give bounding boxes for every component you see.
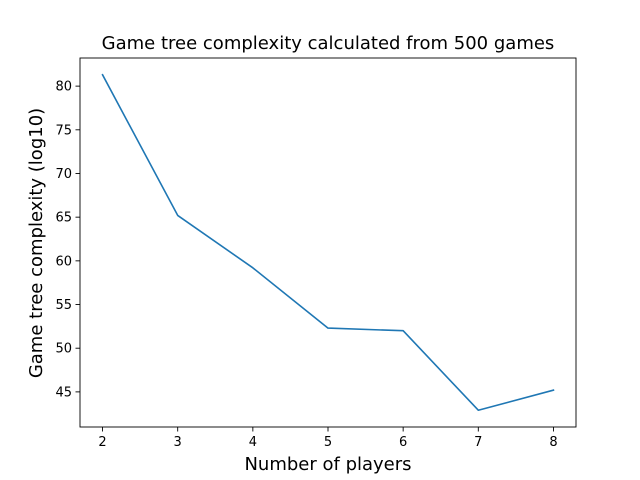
- x-tick-label: 7: [474, 435, 482, 450]
- y-tick-label: 65: [55, 211, 72, 226]
- y-axis-title: Game tree complexity (log10): [26, 108, 47, 378]
- y-tick-label: 70: [55, 167, 72, 182]
- y-tick-label: 75: [55, 123, 72, 138]
- x-axis-title: Number of players: [244, 454, 411, 475]
- chart-title: Game tree complexity calculated from 500…: [102, 33, 555, 54]
- plot-frame: [79, 57, 577, 428]
- x-tick-label: 2: [98, 435, 106, 450]
- y-tick-label: 80: [55, 80, 72, 95]
- x-tick-label: 8: [549, 435, 557, 450]
- y-tick-label: 50: [55, 342, 72, 357]
- series-line: [101, 73, 555, 412]
- x-tick-label: 5: [324, 435, 332, 450]
- y-tick-label: 55: [55, 298, 72, 313]
- x-tick-label: 6: [399, 435, 407, 450]
- y-tick-label: 45: [55, 385, 72, 400]
- x-tick-label: 3: [174, 435, 182, 450]
- y-tick-label: 60: [55, 254, 72, 269]
- x-tick-label: 4: [249, 435, 257, 450]
